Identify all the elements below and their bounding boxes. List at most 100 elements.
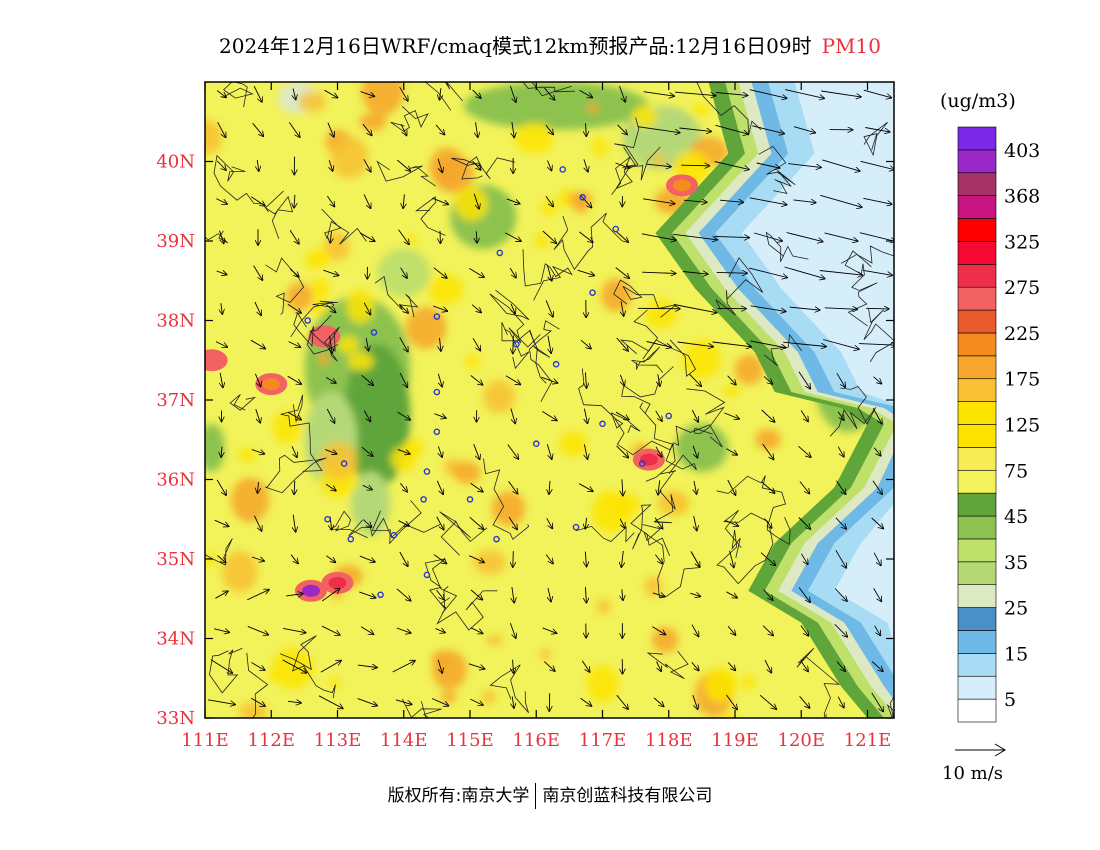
lat-tick-label: 34N [156, 629, 195, 650]
city-marker [599, 420, 606, 428]
colorbar-swatch [957, 607, 997, 631]
city-marker [466, 496, 474, 503]
axis-ticks: 111E 112E 113E 114E 115E 116E 117E 118E 119E 120E… [156, 82, 894, 751]
colorbar-swatch [957, 309, 997, 334]
lon-tick-label: 113E [314, 730, 362, 751]
colorbar-label: 275 [1004, 277, 1040, 299]
city-marker [638, 460, 646, 467]
city-marker [340, 460, 348, 467]
hotspot-core [205, 354, 221, 367]
lon-tick-label: 112E [248, 730, 296, 751]
colorbar-label: 403 [1004, 140, 1040, 162]
colorbar-swatch [957, 241, 997, 265]
colorbar-label: 15 [1004, 643, 1028, 665]
hotspot-core [315, 330, 334, 343]
city-marker [423, 571, 431, 579]
city-marker [665, 412, 673, 420]
hotspot-core [262, 378, 281, 391]
colorbar-label: 325 [1004, 231, 1040, 253]
colorbar-label: 225 [1004, 323, 1040, 345]
colorbar-swatch [957, 584, 997, 608]
colorbar-swatch [957, 698, 997, 723]
colorbar-swatch [957, 218, 997, 242]
lon-tick-label: 117E [579, 730, 627, 751]
lat-tick-label: 33N [156, 708, 195, 729]
colorbar-swatch [957, 653, 997, 677]
hotspot-core [639, 453, 658, 466]
copyright-text: 版权所有:南京大学 [387, 786, 530, 806]
city-marker [493, 535, 500, 543]
city-marker [433, 428, 441, 436]
colorbar-label: 45 [1004, 506, 1028, 528]
colorbar-swatch [957, 378, 997, 402]
colorbar-label: 35 [1004, 552, 1028, 574]
city-marker [513, 341, 520, 348]
city-marker [390, 531, 398, 539]
city-marker [552, 360, 560, 368]
colorbar-swatch [957, 286, 997, 311]
city-marker [579, 193, 586, 201]
colorbar-swatch [957, 515, 997, 540]
colorbar-label: 175 [1004, 369, 1040, 391]
concentration-field [205, 82, 881, 718]
colorbar-swatch [957, 401, 997, 425]
city-marker [423, 468, 431, 475]
title-text: 2024年12月16日WRF/cmaq模式12km预报产品:12月16日09时 [219, 34, 812, 58]
colorbar-swatch [957, 195, 997, 219]
colorbar-swatch [957, 447, 997, 471]
colorbar-swatch [957, 561, 997, 585]
lon-tick-label: 119E [711, 730, 759, 751]
colorbar-swatch [957, 538, 997, 563]
map-field [205, 82, 894, 718]
city-marker [420, 496, 427, 503]
city-marker [532, 440, 540, 448]
reference-vector-arrow [955, 743, 1006, 757]
lon-tick-label: 111E [181, 730, 229, 751]
footer-divider [535, 783, 537, 809]
colorbar-swatch [957, 424, 997, 448]
colorbar-swatch [957, 355, 997, 380]
lat-tick-label: 38N [156, 311, 195, 332]
colorbar-swatch [957, 332, 997, 357]
city-marker [559, 166, 567, 173]
footer: 版权所有:南京大学 南京创蓝科技有限公司 [0, 781, 1100, 809]
hotspot-core [302, 584, 320, 597]
colorbar-swatch [957, 126, 997, 151]
lon-tick-label: 120E [778, 730, 826, 751]
company-text: 南京创蓝科技有限公司 [542, 786, 713, 806]
colorbar-swatch [957, 675, 997, 700]
pollutant-label: PM10 [821, 34, 881, 58]
lon-tick-label: 121E [844, 730, 892, 751]
colorbar-swatch [957, 469, 997, 494]
lat-tick-label: 37N [156, 390, 195, 411]
colorbar-swatch [957, 264, 997, 288]
wind-vectors [208, 85, 894, 712]
city-marker [433, 313, 441, 320]
reference-vector-label: 10 m/s [942, 763, 1003, 784]
colorbar-swatch [957, 630, 997, 654]
colorbar-swatch [957, 149, 997, 174]
city-markers [304, 166, 673, 599]
city-marker [324, 515, 331, 523]
hotspot-core [673, 179, 691, 192]
admin-boundaries [205, 82, 894, 718]
city-marker [370, 329, 378, 336]
colorbar-label: 25 [1004, 598, 1028, 620]
city-marker [612, 225, 620, 233]
city-marker [377, 591, 384, 599]
hotspot-layer [205, 174, 698, 602]
colorbar-label: 368 [1004, 186, 1040, 208]
colorbar-swatch [957, 492, 997, 517]
lon-tick-label: 118E [645, 730, 693, 751]
city-marker [496, 249, 504, 257]
lat-tick-label: 39N [156, 231, 195, 252]
lon-tick-label: 116E [513, 730, 561, 751]
colorbar-label: 125 [1004, 415, 1040, 437]
city-marker [347, 535, 355, 543]
city-marker [589, 289, 596, 296]
lat-tick-label: 35N [156, 549, 195, 570]
colorbar-label: 75 [1004, 460, 1028, 482]
lon-tick-label: 114E [380, 730, 428, 751]
lat-tick-label: 40N [156, 152, 195, 173]
